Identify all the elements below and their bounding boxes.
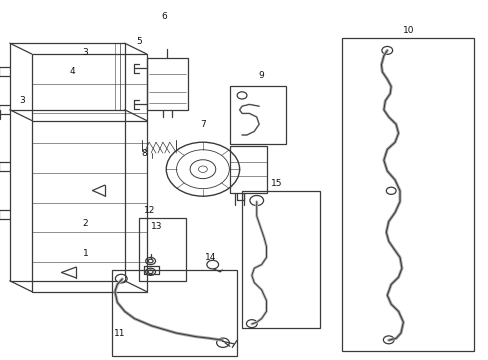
Text: 9: 9 (258, 71, 264, 80)
Text: 1: 1 (82, 249, 88, 258)
Bar (229, 146, 266, 193)
Text: 8: 8 (141, 149, 147, 158)
Text: 5: 5 (136, 37, 142, 46)
Text: 13: 13 (150, 222, 162, 231)
Bar (342, 38, 473, 351)
Bar (146, 58, 188, 110)
Text: 2: 2 (82, 219, 88, 228)
Bar (32, 54, 146, 292)
Bar (229, 86, 285, 144)
Bar (242, 191, 320, 328)
Text: 3: 3 (82, 48, 88, 57)
Text: 15: 15 (270, 179, 282, 188)
Text: 11: 11 (114, 328, 125, 338)
Text: 7: 7 (200, 120, 205, 129)
Bar (10, 43, 124, 281)
Bar (139, 218, 185, 281)
Text: 3: 3 (20, 96, 25, 105)
Text: 10: 10 (402, 26, 413, 35)
Text: 12: 12 (143, 206, 155, 215)
Text: 14: 14 (204, 253, 216, 262)
Text: 6: 6 (161, 12, 166, 21)
Bar (112, 270, 237, 356)
Text: 4: 4 (69, 68, 75, 77)
